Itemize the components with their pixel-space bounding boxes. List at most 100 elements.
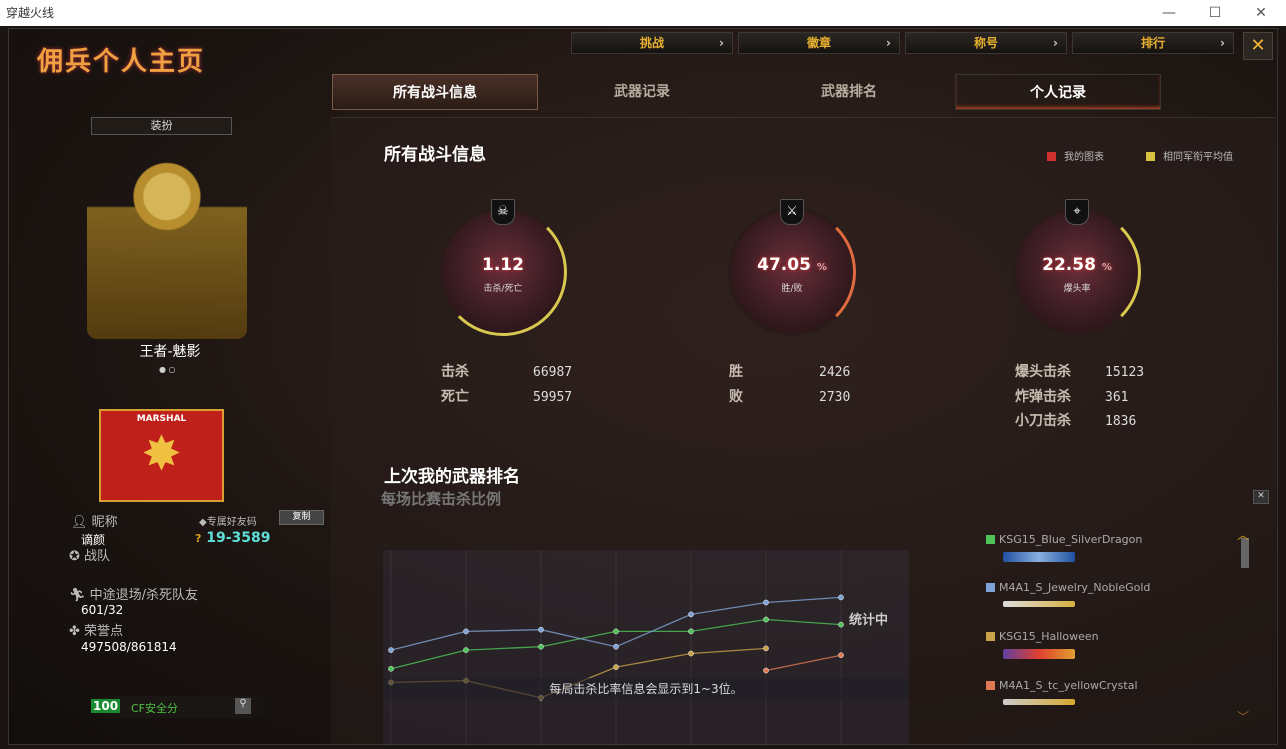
scrollbar-thumb[interactable] bbox=[1241, 538, 1249, 568]
window-titlebar: 穿越火线 bbox=[0, 0, 1286, 26]
chevron-right-icon: › bbox=[886, 36, 891, 50]
stat-knife-kills: 小刀击杀 1836 bbox=[1015, 410, 1136, 430]
winrate-value: 47.05 bbox=[757, 255, 811, 275]
profile-panel: 装扮 王者-魅影 ● ○ MARSHAL ✸ 👤︎ 昵称 ◆专属好友码 复制 谪… bbox=[9, 29, 331, 746]
legend-label: 相同军衔平均值 bbox=[1163, 152, 1233, 163]
plot-area bbox=[383, 550, 909, 745]
stat-kills: 击杀 66987 bbox=[441, 361, 572, 381]
legend-swatch bbox=[1146, 152, 1155, 161]
data-point bbox=[388, 665, 394, 672]
data-point bbox=[538, 643, 544, 650]
data-point bbox=[613, 643, 619, 650]
tab-weapon-records[interactable]: 武器记录 bbox=[614, 84, 670, 100]
weapon-item[interactable]: KSG15_Halloween bbox=[986, 630, 1099, 643]
kd-ring: ☠ 1.12 击杀/死亡 bbox=[439, 199, 567, 336]
weapon-image bbox=[1003, 552, 1075, 562]
main-content: 所有战斗信息 我的图表 相同军衔平均值 ☠ 1.12 击杀/死亡 ⚔ 47.05 % 胜… bbox=[331, 117, 1276, 745]
data-point bbox=[538, 626, 544, 633]
weapon-image bbox=[1003, 649, 1075, 659]
weapon-item[interactable]: M4A1_S_tc_yellowCrystal bbox=[986, 679, 1138, 692]
data-point bbox=[763, 616, 769, 623]
window-close-button[interactable]: ✕ bbox=[1255, 5, 1267, 21]
user-icon: 👤︎ bbox=[71, 515, 88, 530]
tab-all-battle-info[interactable]: 所有战斗信息 bbox=[332, 74, 538, 110]
nav-challenge[interactable]: 挑战 › bbox=[571, 32, 733, 54]
data-point bbox=[463, 628, 469, 635]
weapon-name: M4A1_S_tc_yellowCrystal bbox=[999, 679, 1138, 692]
stat-key: 炸弹击杀 bbox=[1015, 389, 1071, 405]
section-title: 所有战斗信息 bbox=[384, 145, 486, 165]
legend-swatch bbox=[986, 535, 995, 544]
scroll-down-icon[interactable]: ﹀ bbox=[1237, 710, 1250, 724]
tab-personal-records[interactable]: 个人记录 bbox=[955, 74, 1161, 110]
nav-label: 称号 bbox=[973, 36, 998, 50]
label: 战队 bbox=[84, 549, 111, 564]
character-avatar bbox=[87, 149, 247, 339]
winrate-ring: ⚔ 47.05 % 胜/败 bbox=[728, 199, 856, 336]
legend-swatch bbox=[986, 583, 995, 592]
stat-value: 2426 bbox=[819, 365, 851, 380]
security-label: CF安全分 bbox=[131, 702, 179, 715]
data-point bbox=[763, 645, 769, 652]
legend-swatch bbox=[986, 681, 995, 690]
crossed-swords-icon: ⚔ bbox=[780, 199, 804, 225]
winrate-label: 胜/败 bbox=[781, 284, 803, 294]
help-icon[interactable]: ? bbox=[195, 532, 202, 545]
weapon-name: KSG15_Halloween bbox=[999, 630, 1099, 643]
rank-badge-text: MARSHAL bbox=[136, 414, 187, 424]
search-icon[interactable]: ⚲ bbox=[235, 698, 251, 714]
weapon-item[interactable]: M4A1_S_Jewelry_NobleGold bbox=[986, 581, 1150, 594]
close-icon[interactable]: ✕ bbox=[1243, 32, 1273, 60]
friend-code: ? 19-3589 bbox=[195, 530, 271, 546]
nav-title[interactable]: 称号 › bbox=[905, 32, 1067, 54]
tab-weapon-ranking[interactable]: 武器排名 bbox=[821, 84, 877, 100]
legend-swatch bbox=[1047, 152, 1056, 161]
stat-key: 小刀击杀 bbox=[1015, 413, 1071, 429]
percent-unit: % bbox=[816, 262, 827, 273]
window-title: 穿越火线 bbox=[6, 6, 55, 20]
data-point bbox=[688, 611, 694, 618]
data-point bbox=[388, 647, 394, 653]
legend-label: 我的图表 bbox=[1064, 152, 1104, 163]
copy-button[interactable]: 复制 bbox=[279, 510, 324, 525]
stat-key: 死亡 bbox=[441, 389, 469, 405]
scroll-up-icon[interactable]: ︿ bbox=[1237, 528, 1250, 542]
stat-losses: 败 2730 bbox=[729, 386, 850, 406]
data-point bbox=[838, 621, 844, 628]
legend-swatch bbox=[986, 632, 995, 641]
weapon-ranking-title: 上次我的武器排名 bbox=[384, 467, 520, 487]
nav-badge[interactable]: 徽章 › bbox=[738, 32, 900, 54]
stat-deaths: 死亡 59957 bbox=[441, 386, 572, 406]
stat-headshot-kills: 爆头击杀 15123 bbox=[1015, 361, 1144, 381]
chevron-right-icon: › bbox=[719, 36, 724, 50]
nav-ranking[interactable]: 排行 › bbox=[1072, 32, 1234, 54]
crosshair-icon: ⌖ bbox=[1065, 199, 1089, 225]
data-point bbox=[613, 664, 619, 670]
character-name: 王者-魅影 bbox=[139, 344, 201, 360]
chart-status: 统计中 bbox=[849, 613, 889, 628]
nickname-label: 👤︎ 昵称 bbox=[71, 511, 118, 530]
quit-value: 601/32 bbox=[81, 603, 124, 617]
data-point bbox=[838, 652, 844, 659]
outfit-button[interactable]: 装扮 bbox=[91, 117, 232, 135]
legend-rank-average: 相同军衔平均值 bbox=[1146, 148, 1233, 163]
kill-ratio-chart: 26.01.2301.2401.2501.2601.2701.2801.2901… bbox=[383, 550, 909, 745]
label: 昵称 bbox=[91, 515, 118, 530]
carousel-dots[interactable]: ● ○ bbox=[159, 365, 176, 374]
weapon-image bbox=[1003, 699, 1075, 705]
maximize-button[interactable]: ☐ bbox=[1208, 5, 1222, 21]
security-score: 100 bbox=[91, 699, 121, 713]
stat-value: 15123 bbox=[1105, 365, 1145, 380]
quit-label: 🏃︎ 中途退场/杀死队友 bbox=[69, 584, 198, 603]
weapon-item[interactable]: KSG15_Blue_SilverDragon bbox=[986, 533, 1142, 546]
kd-value: 1.12 bbox=[482, 255, 524, 275]
data-point bbox=[763, 599, 769, 606]
close-icon[interactable]: ✕ bbox=[1253, 490, 1269, 504]
tag-icon: ◆ bbox=[199, 517, 207, 528]
nav-label: 徽章 bbox=[806, 36, 831, 50]
data-point bbox=[763, 667, 769, 674]
skull-icon: ☠ bbox=[491, 199, 515, 225]
leaf-icon: ✤ bbox=[69, 624, 80, 639]
rank-badge: MARSHAL ✸ bbox=[99, 409, 224, 502]
minimize-button[interactable]: — bbox=[1162, 5, 1176, 21]
